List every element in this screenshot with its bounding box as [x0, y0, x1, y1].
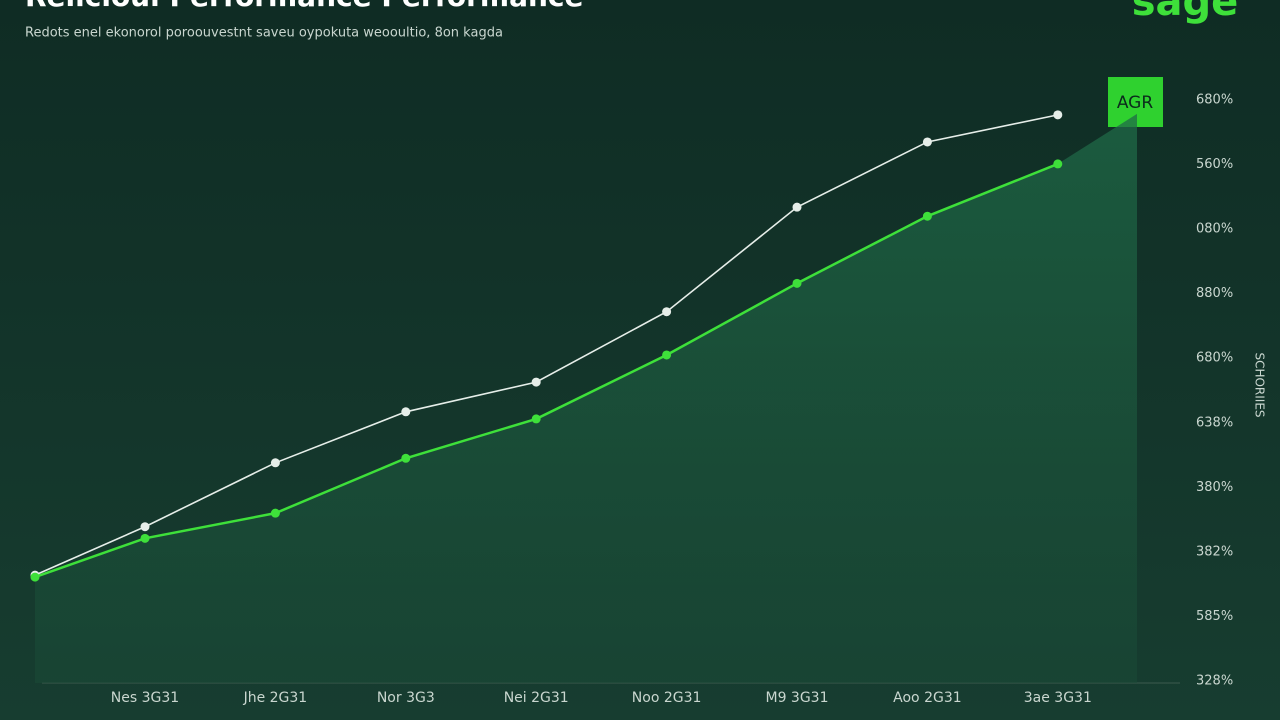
point: [531, 377, 541, 387]
point: [30, 572, 40, 582]
point: [662, 350, 672, 360]
y-tick-label: 585%: [1196, 609, 1233, 624]
y-tick-label: 638%: [1196, 415, 1233, 430]
y-tick-label: 560%: [1196, 157, 1233, 172]
x-tick-label: Nor 3G3: [377, 690, 435, 706]
area: [35, 113, 1137, 683]
y-tick-label: 680%: [1196, 351, 1233, 366]
badge: AGR: [1117, 93, 1154, 113]
point: [922, 137, 932, 147]
y-tick-label: 380%: [1196, 480, 1233, 495]
point: [140, 522, 150, 532]
x-tick-label: Nes 3G31: [111, 690, 179, 706]
subtitle: Redots enel ekonorol poroouvestnt saveu …: [25, 26, 503, 41]
y-axis-label: SCHORIIES: [1253, 352, 1267, 417]
x-tick-label: Aoo 2G31: [893, 690, 961, 706]
y-tick-label: 680%: [1196, 93, 1233, 108]
point: [270, 458, 280, 468]
y-tick-label: 382%: [1196, 544, 1233, 559]
point: [1053, 110, 1063, 120]
x-tick-label: M9 3G31: [765, 690, 828, 706]
point: [401, 407, 411, 417]
point: [401, 453, 411, 463]
point: [662, 307, 672, 317]
x-tick-label: Nei 2G31: [504, 690, 569, 706]
point: [792, 202, 802, 212]
y-tick-label: 880%: [1196, 286, 1233, 301]
logo: sage: [1132, 0, 1239, 25]
point: [792, 278, 802, 288]
x-tick-label: 3ae 3G31: [1024, 690, 1092, 706]
point: [140, 533, 150, 543]
point: [531, 414, 541, 424]
y-tick-label: 328%: [1196, 674, 1233, 689]
x-tick-label: Noo 2G31: [632, 690, 702, 706]
y-tick-label: 080%: [1196, 222, 1233, 237]
point: [1053, 159, 1063, 169]
x-tick-label: Jhe 2G31: [243, 690, 308, 706]
chart-title: Relicloul Performance Performance: [25, 0, 583, 13]
point: [270, 508, 280, 518]
point: [922, 211, 932, 221]
